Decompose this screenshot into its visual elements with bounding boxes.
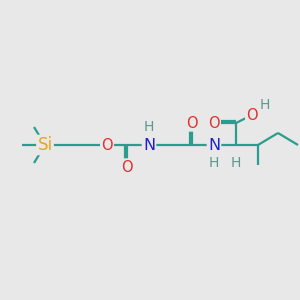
Text: H: H [209,156,219,170]
Text: O: O [208,116,220,130]
Text: O: O [101,137,113,152]
Text: H: H [144,120,154,134]
Text: N: N [143,137,155,152]
Text: Si: Si [38,136,52,154]
Text: H: H [260,98,270,112]
Text: O: O [186,116,198,130]
Text: O: O [121,160,133,175]
Text: O: O [246,107,258,122]
Text: H: H [231,156,241,170]
Text: N: N [208,137,220,152]
